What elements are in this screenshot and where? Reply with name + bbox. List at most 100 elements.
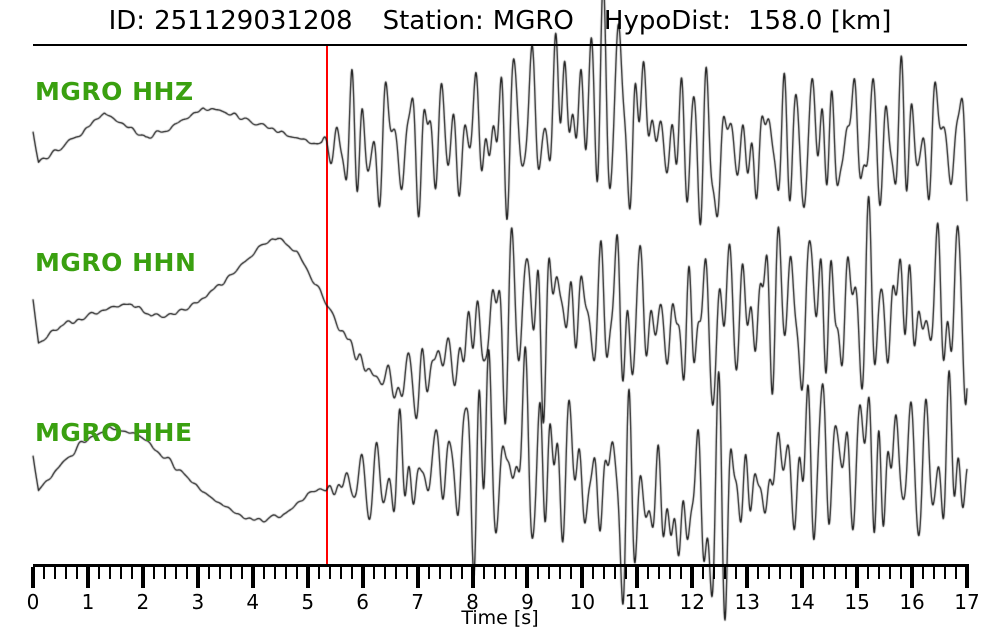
station-group: Station: MGRO bbox=[383, 6, 574, 37]
x-tick-label: 8 bbox=[466, 590, 479, 614]
x-axis-minor-tick bbox=[559, 567, 562, 579]
x-tick-label: 7 bbox=[411, 590, 424, 614]
x-axis-minor-tick bbox=[438, 567, 441, 579]
x-axis-minor-tick bbox=[922, 567, 925, 579]
x-axis-minor-tick bbox=[130, 567, 133, 579]
x-axis-minor-tick bbox=[295, 567, 298, 579]
x-axis-minor-tick bbox=[658, 567, 661, 579]
x-axis-minor-tick bbox=[515, 567, 518, 579]
x-axis-minor-tick bbox=[163, 567, 166, 579]
x-axis-minor-tick bbox=[42, 567, 45, 579]
x-axis-minor-tick bbox=[53, 567, 56, 579]
trace-label-mgro-hhz: MGRO HHZ bbox=[35, 77, 194, 106]
x-axis-minor-tick bbox=[735, 567, 738, 579]
x-axis-minor-tick bbox=[603, 567, 606, 579]
x-axis-minor-tick bbox=[229, 567, 232, 579]
x-axis-major-tick bbox=[855, 567, 860, 588]
x-axis-major-tick bbox=[580, 567, 585, 588]
x-axis-major-tick bbox=[965, 567, 969, 588]
x-axis-minor-tick bbox=[493, 567, 496, 579]
x-tick-label: 16 bbox=[899, 590, 925, 614]
x-tick-label: 3 bbox=[191, 590, 205, 614]
x-axis-minor-tick bbox=[218, 567, 221, 579]
x-axis-minor-tick bbox=[933, 567, 936, 579]
x-axis-minor-tick bbox=[812, 567, 815, 579]
x-axis-minor-tick bbox=[823, 567, 826, 579]
x-axis-minor-tick bbox=[889, 567, 892, 579]
x-axis-major-tick bbox=[910, 567, 915, 588]
x-axis-minor-tick bbox=[570, 567, 573, 579]
hypodist-group: HypoDist: 158.0 [km] bbox=[604, 6, 891, 37]
figure-title: ID: 251129031208 Station: MGRO HypoDist:… bbox=[33, 6, 967, 37]
x-axis-major-tick bbox=[745, 567, 750, 588]
x-axis-major-tick bbox=[690, 567, 695, 588]
x-axis-minor-tick bbox=[625, 567, 628, 579]
x-axis-minor-tick bbox=[427, 567, 430, 579]
x-axis-minor-tick bbox=[97, 567, 100, 579]
x-axis-minor-tick bbox=[64, 567, 67, 579]
x-tick-label: 12 bbox=[679, 590, 706, 614]
x-axis-minor-tick bbox=[75, 567, 78, 579]
x-axis-minor-tick bbox=[702, 567, 705, 579]
event-id-label: ID: bbox=[108, 6, 146, 36]
x-axis-minor-tick bbox=[867, 567, 870, 579]
x-axis-minor-tick bbox=[449, 567, 452, 579]
x-axis-minor-tick bbox=[680, 567, 683, 579]
time-axis-line bbox=[33, 564, 969, 567]
x-tick-label: 2 bbox=[136, 590, 150, 614]
x-tick-label: 9 bbox=[521, 590, 534, 614]
x-axis-major-tick bbox=[525, 567, 530, 588]
x-axis-minor-tick bbox=[834, 567, 837, 579]
x-axis-minor-tick bbox=[383, 567, 386, 579]
x-axis-minor-tick bbox=[955, 567, 957, 579]
x-axis-minor-tick bbox=[757, 567, 760, 579]
x-axis-minor-tick bbox=[724, 567, 727, 579]
x-axis-minor-tick bbox=[537, 567, 540, 579]
x-axis-minor-tick bbox=[317, 567, 320, 579]
x-axis-minor-tick bbox=[240, 567, 243, 579]
x-axis-minor-tick bbox=[119, 567, 122, 579]
x-axis-minor-tick bbox=[174, 567, 177, 579]
x-axis-major-tick bbox=[305, 567, 310, 588]
x-axis-minor-tick bbox=[262, 567, 265, 579]
x-tick-label: 13 bbox=[734, 590, 760, 614]
x-tick-label: 1 bbox=[81, 590, 95, 614]
x-axis-minor-tick bbox=[185, 567, 188, 579]
x-axis-minor-tick bbox=[790, 567, 793, 579]
x-axis-minor-tick bbox=[845, 567, 848, 579]
x-tick-label: 10 bbox=[569, 590, 596, 614]
x-axis-minor-tick bbox=[482, 567, 485, 579]
x-axis-minor-tick bbox=[768, 567, 771, 579]
trace-label-mgro-hhe: MGRO HHE bbox=[35, 418, 193, 447]
x-axis-minor-tick bbox=[944, 567, 947, 579]
x-axis-minor-tick bbox=[207, 567, 210, 579]
x-axis-major-tick bbox=[140, 567, 145, 588]
x-axis-minor-tick bbox=[273, 567, 276, 579]
x-axis-major-tick bbox=[800, 567, 805, 588]
x-axis-major-tick bbox=[195, 567, 200, 588]
x-axis-major-tick bbox=[85, 567, 90, 588]
x-axis-minor-tick bbox=[548, 567, 551, 579]
x-axis-minor-tick bbox=[504, 567, 507, 579]
trace-label-mgro-hhn: MGRO HHN bbox=[35, 248, 197, 277]
x-axis-minor-tick bbox=[878, 567, 881, 579]
x-axis-major-tick bbox=[250, 567, 255, 588]
x-tick-label: 15 bbox=[844, 590, 870, 614]
x-axis-minor-tick bbox=[350, 567, 353, 579]
x-axis-minor-tick bbox=[394, 567, 397, 579]
x-tick-label: 0 bbox=[26, 590, 40, 614]
hypodist-value: 158.0 [km] bbox=[748, 6, 892, 36]
x-axis-major-tick bbox=[31, 567, 35, 588]
x-axis-minor-tick bbox=[614, 567, 617, 579]
x-axis-major-tick bbox=[470, 567, 475, 588]
x-axis-minor-tick bbox=[592, 567, 595, 579]
station-value: MGRO bbox=[492, 6, 574, 36]
x-axis-minor-tick bbox=[669, 567, 672, 579]
x-tick-label: 6 bbox=[356, 590, 370, 614]
time-axis-title: Time [s] bbox=[461, 607, 539, 629]
x-tick-label: 11 bbox=[624, 590, 651, 614]
x-axis-major-tick bbox=[360, 567, 365, 588]
